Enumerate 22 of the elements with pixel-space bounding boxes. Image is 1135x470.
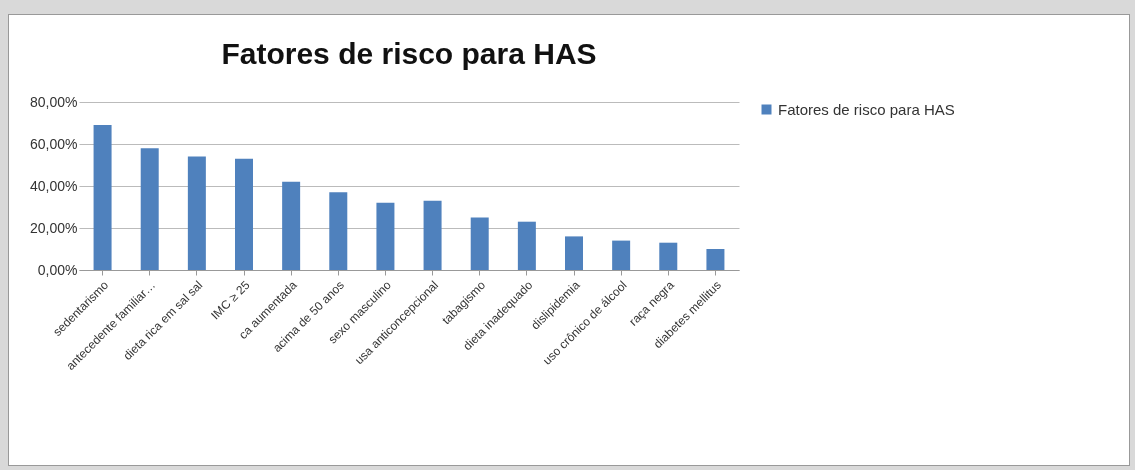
bar (93, 125, 112, 270)
bar (329, 192, 348, 270)
bar (376, 202, 395, 270)
y-tick-label: 20,00% (30, 219, 78, 236)
bar (235, 158, 253, 270)
bar (140, 148, 159, 270)
bar (565, 236, 583, 270)
bar (423, 200, 442, 270)
bar (187, 156, 206, 270)
bar (517, 221, 536, 270)
y-tick-label: 60,00% (30, 135, 78, 152)
y-tick-label: 0,00% (37, 261, 78, 278)
y-tick-label: 40,00% (30, 177, 78, 194)
y-tick-label: 80,00% (30, 93, 78, 110)
bar (470, 217, 489, 270)
bar (282, 181, 301, 270)
x-tick-label: IMC ≥ 25 (208, 277, 253, 323)
chart-title: Fatores de risco para HAS (221, 37, 597, 70)
legend-label: Fatores de risco para HAS (778, 100, 955, 118)
bar (612, 240, 631, 270)
bar (659, 242, 678, 270)
bar (706, 249, 725, 270)
